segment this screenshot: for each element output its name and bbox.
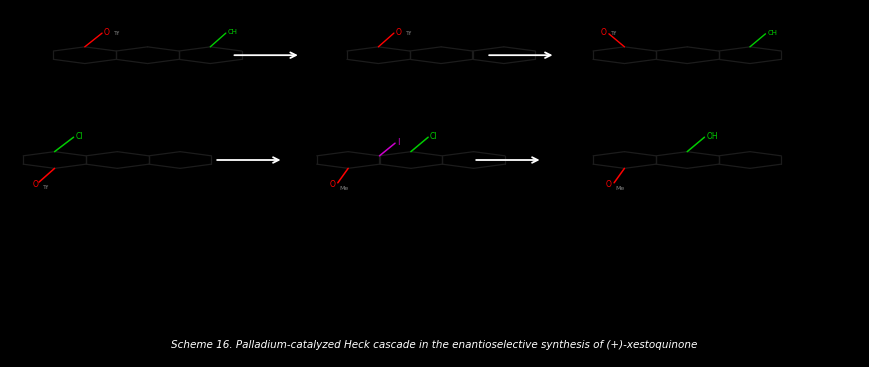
- Text: Cl: Cl: [430, 132, 437, 141]
- Text: O: O: [32, 180, 38, 189]
- Text: I: I: [397, 138, 399, 146]
- Text: O: O: [606, 181, 611, 189]
- Text: O: O: [395, 28, 401, 37]
- Text: Tf: Tf: [611, 30, 617, 36]
- Text: Cl: Cl: [76, 132, 83, 141]
- Text: O: O: [600, 28, 607, 37]
- Text: Scheme 16. Palladium-catalyzed Heck cascade in the enantioselective synthesis of: Scheme 16. Palladium-catalyzed Heck casc…: [171, 340, 698, 350]
- Text: OH: OH: [706, 132, 718, 141]
- Text: Tf: Tf: [43, 185, 49, 190]
- Text: CH: CH: [228, 29, 237, 35]
- Text: CH: CH: [767, 30, 777, 36]
- Text: O: O: [329, 181, 335, 189]
- Text: O: O: [103, 28, 109, 37]
- Text: Me: Me: [616, 186, 625, 191]
- Text: Tf: Tf: [114, 30, 120, 36]
- Text: Me: Me: [340, 186, 348, 191]
- Text: Tf: Tf: [406, 30, 412, 36]
